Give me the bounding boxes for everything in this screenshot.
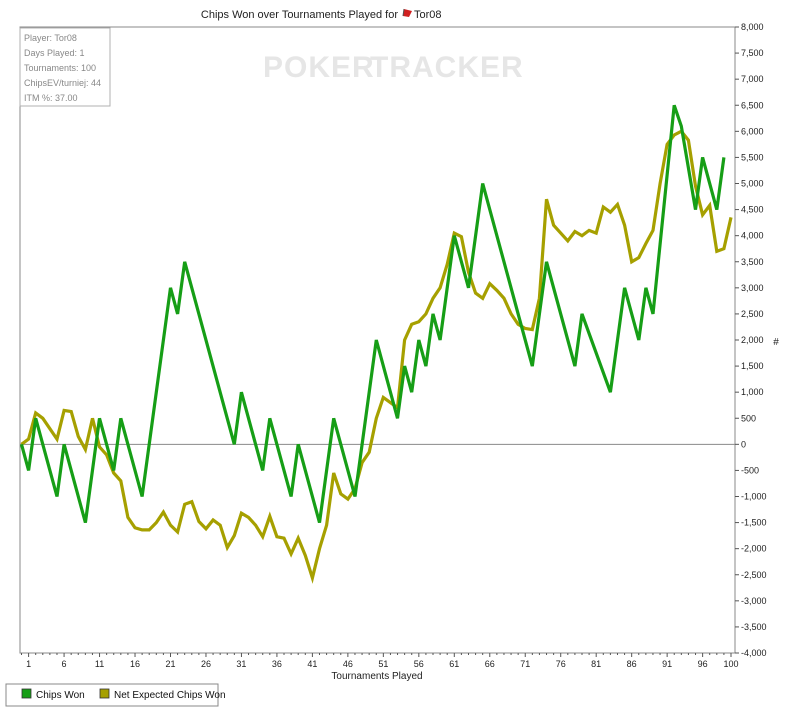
series-lines	[19, 104, 733, 584]
x-tick-label: 46	[343, 659, 353, 669]
x-tick-label: 100	[723, 659, 738, 669]
y-tick-label: 6,000	[741, 126, 764, 136]
x-tick-label: 16	[130, 659, 140, 669]
y-tick-label: 5,000	[741, 179, 764, 189]
x-tick-label: 26	[201, 659, 211, 669]
x-tick-label: 91	[662, 659, 672, 669]
x-tick-label: 31	[236, 659, 246, 669]
x-axis: 1 6 11 16 21 26 31 36 41 46 51 56 61 66 71 76 81 86 91 96 10…	[21, 653, 739, 669]
y-tick-label: 1,500	[741, 361, 764, 371]
x-tick-label: 6	[62, 659, 67, 669]
x-tick-label: 76	[556, 659, 566, 669]
series-line-net-expected	[20, 129, 733, 584]
y-tick-label: -2,500	[741, 570, 767, 580]
x-tick-label: 21	[165, 659, 175, 669]
info-player: Player: Tor08	[24, 33, 77, 43]
info-days-played: Days Played: 1	[24, 48, 85, 58]
x-tick-label: 96	[698, 659, 708, 669]
watermark-poker: POKER	[263, 51, 375, 84]
y-tick-label: 7,500	[741, 48, 764, 58]
watermark-tracker: TRACKER	[370, 51, 524, 84]
legend-label-net-expected: Net Expected Chips Won	[114, 690, 226, 701]
x-tick-label: 36	[272, 659, 282, 669]
pokertracker-watermark: POKER TRACKER	[263, 51, 524, 84]
info-tournaments: Tournaments: 100	[24, 63, 96, 73]
chart-title: Chips Won over Tournaments Played for	[201, 9, 398, 21]
y-tick-label: -3,000	[741, 596, 767, 606]
chart-title-player: Tor08	[414, 9, 442, 21]
y-tick-label: 8,000	[741, 22, 764, 32]
y-tick-label: 2,000	[741, 335, 764, 345]
y-tick-label: 4,000	[741, 231, 764, 241]
x-tick-label: 51	[378, 659, 388, 669]
legend-label-chips-won: Chips Won	[36, 690, 85, 701]
player-info-box: Player: Tor08 Days Played: 1 Tournaments…	[19, 27, 111, 107]
x-tick-label: 41	[307, 659, 317, 669]
x-tick-label: 56	[414, 659, 424, 669]
y-tick-label: 6,500	[741, 100, 764, 110]
y-tick-label: 2,500	[741, 309, 764, 319]
info-itm: ITM %: 37.00	[24, 93, 78, 103]
x-tick-label: 66	[485, 659, 495, 669]
y-tick-label: 0	[741, 439, 746, 449]
y-tick-label: 4,500	[741, 205, 764, 215]
y-axis-label: #	[773, 337, 779, 348]
x-tick-label: 81	[591, 659, 601, 669]
legend-swatch-net-expected	[99, 688, 110, 699]
y-tick-label: -1,500	[741, 518, 767, 528]
x-tick-label: 86	[627, 659, 637, 669]
y-tick-label: 7,000	[741, 74, 764, 84]
legend-swatch-chips-won	[21, 688, 32, 699]
x-tick-label: 1	[26, 659, 31, 669]
y-tick-label: 3,000	[741, 283, 764, 293]
x-tick-label: 61	[449, 659, 459, 669]
series-line-chips-won	[19, 104, 726, 524]
y-tick-label: -3,500	[741, 622, 767, 632]
y-tick-label: -4,000	[741, 648, 767, 658]
y-tick-label: -2,000	[741, 544, 767, 554]
y-axis: 8,000 7,500 7,000 6,500 6,000 5,500 5,000 4,500…	[735, 22, 767, 658]
x-axis-label: Tournaments Played	[331, 671, 422, 682]
y-tick-label: 5,500	[741, 152, 764, 162]
legend: Chips Won Net Expected Chips Won	[5, 683, 226, 707]
y-tick-label: 1,000	[741, 387, 764, 397]
x-tick-label: 71	[520, 659, 530, 669]
y-tick-label: -500	[741, 465, 759, 475]
y-tick-label: -1,000	[741, 492, 767, 502]
x-tick-label: 11	[95, 659, 104, 669]
info-chipsev: ChipsEV/turniej: 44	[24, 78, 101, 88]
y-tick-label: 3,500	[741, 257, 764, 267]
y-tick-label: 500	[741, 413, 756, 423]
player-flag-icon	[402, 8, 412, 17]
